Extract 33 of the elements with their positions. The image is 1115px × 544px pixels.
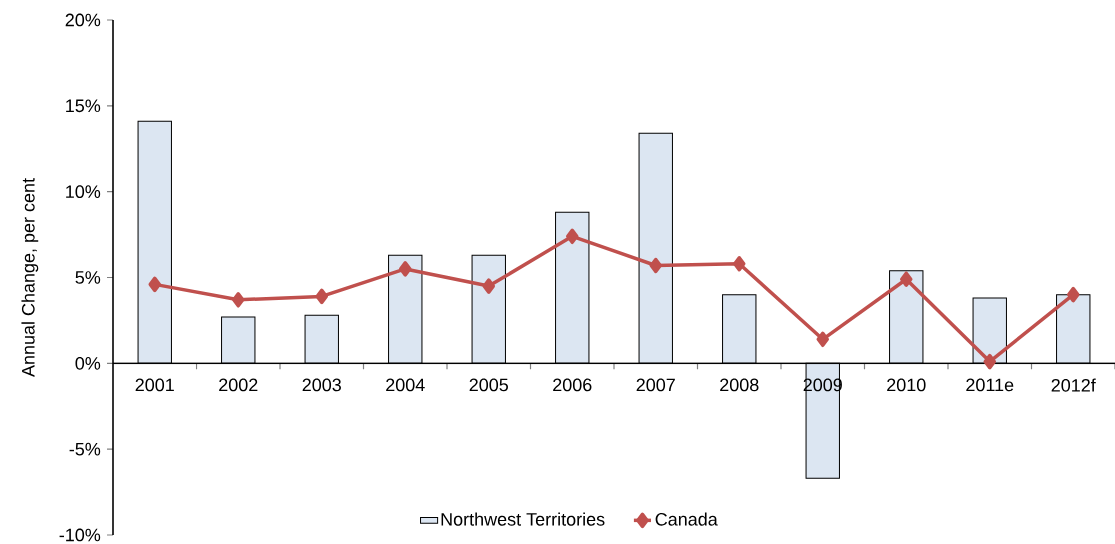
y-tick-label: 0% (75, 356, 101, 370)
point (816, 331, 829, 348)
x-tick-label: 2004 (386, 378, 425, 392)
legend-label: Northwest Territories (441, 512, 605, 526)
y-tick-label: 10% (66, 185, 101, 199)
point (649, 257, 662, 274)
y-tick-label: 20% (65, 13, 101, 27)
point (482, 278, 496, 294)
x-tick-label: 2008 (720, 378, 759, 392)
x-tick-label: 2010 (887, 378, 926, 392)
point (315, 288, 328, 305)
y-axis-title: Annual Change, per cent (21, 178, 39, 378)
x-tick-label: 2012f (1051, 378, 1096, 392)
y-tick-label: 15% (66, 99, 101, 113)
x-tick-label: 2002 (219, 378, 258, 392)
point (566, 228, 579, 245)
y-tick-label: 5% (75, 271, 101, 284)
x-tick-label: 2003 (302, 378, 341, 392)
x-tick-label: 2005 (469, 378, 509, 392)
point (148, 276, 162, 293)
point (1067, 286, 1080, 303)
x-tick-label: 2011e (966, 378, 1014, 392)
legend-label: Canada (655, 512, 718, 526)
point (900, 271, 913, 287)
point (733, 256, 746, 272)
point (983, 353, 996, 370)
point (399, 261, 412, 277)
point (232, 292, 245, 308)
x-tick-label: 2006 (553, 378, 592, 392)
y-tick-label: -10% (59, 528, 101, 542)
y-tick-label: -5% (69, 442, 101, 456)
x-tick-label: 2007 (636, 378, 675, 392)
x-tick-label: 2001 (135, 378, 174, 392)
